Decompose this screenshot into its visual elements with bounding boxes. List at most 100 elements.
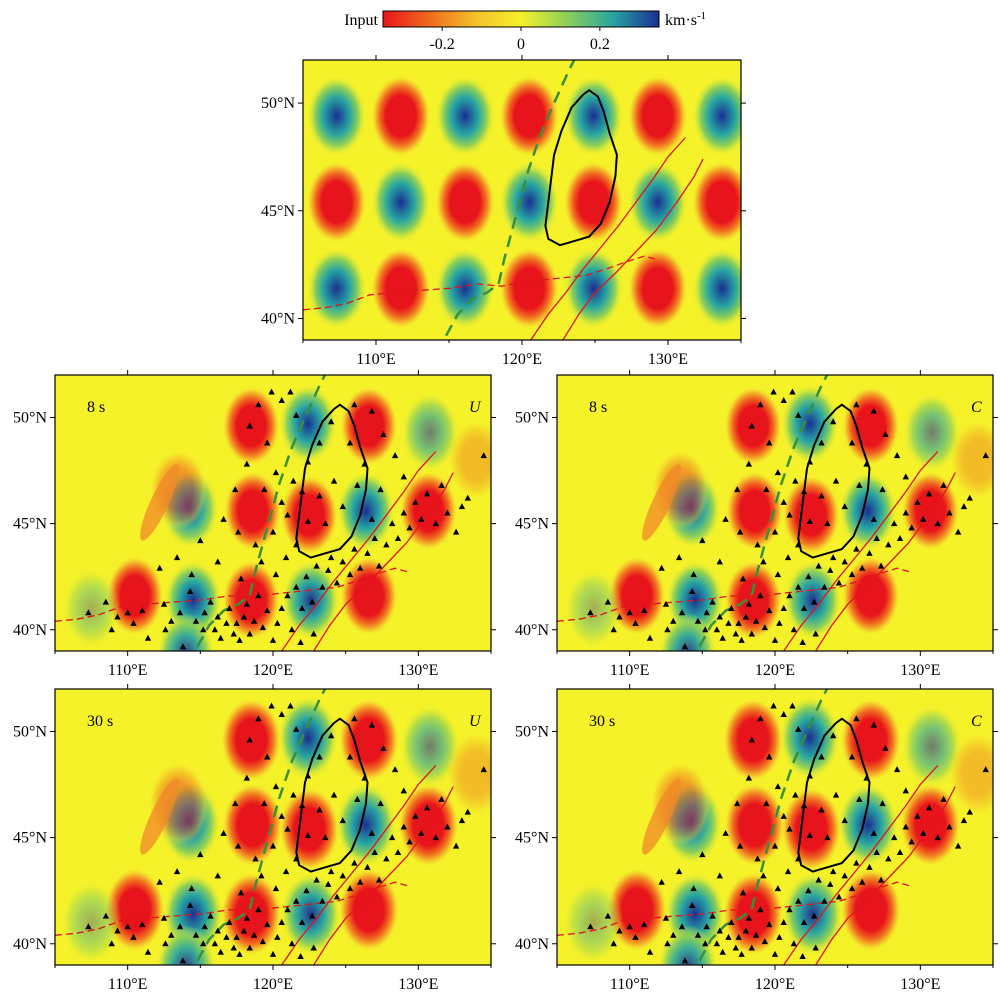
map-panel-c8: 110°E 120°E 130°E 40°N 45°N 50°N 8 s C <box>515 370 998 679</box>
station-marker <box>675 868 683 875</box>
station-marker <box>303 573 310 580</box>
station-marker <box>885 541 892 548</box>
station-marker <box>754 855 761 862</box>
anomaly-positive <box>564 568 623 649</box>
station-marker <box>278 605 285 612</box>
station-marker <box>287 702 294 709</box>
map-panel-c30: 110°E 120°E 130°E 40°N 45°N 50°N 30 s C <box>515 684 998 993</box>
station-marker <box>214 927 221 934</box>
x-tick-label: 120°E <box>502 351 542 368</box>
anomaly-negative <box>900 782 961 867</box>
station-marker <box>243 774 251 781</box>
station-marker <box>380 430 387 437</box>
station-marker <box>458 817 466 824</box>
station-marker <box>877 562 885 569</box>
station-marker <box>310 944 317 951</box>
y-tick-label: 45°N <box>13 830 47 847</box>
anomaly-negative <box>840 697 902 782</box>
station-marker <box>452 842 460 849</box>
anomaly-negative <box>220 872 282 957</box>
station-marker <box>269 950 277 957</box>
anomaly-positive <box>280 872 342 957</box>
anomaly-positive <box>658 613 717 651</box>
y-tick-label: 50°N <box>515 723 549 740</box>
station-marker <box>920 515 927 522</box>
station-marker <box>438 481 445 488</box>
station-marker <box>303 887 310 894</box>
x-tick-label: 110°E <box>356 351 396 368</box>
station-marker <box>452 528 460 535</box>
station-marker <box>725 933 732 940</box>
station-marker <box>736 842 744 849</box>
fault-line-dashed <box>557 881 912 936</box>
station-marker <box>368 407 376 414</box>
station-marker <box>786 906 793 913</box>
station-marker <box>859 878 866 885</box>
station-marker <box>681 957 689 964</box>
station-marker <box>824 520 831 527</box>
anomaly-positive <box>399 704 461 789</box>
panel-method-label: C <box>971 713 982 730</box>
anomaly-positive <box>901 704 963 789</box>
x-tick-label: 130°E <box>900 976 940 993</box>
station-marker <box>587 609 594 616</box>
station-marker <box>829 868 837 875</box>
station-marker <box>351 859 358 866</box>
station-marker <box>162 940 169 947</box>
station-marker <box>102 598 110 605</box>
station-marker <box>380 744 387 751</box>
basin-outline <box>797 717 871 873</box>
station-marker <box>288 940 296 947</box>
smearing-artifact <box>140 464 180 541</box>
station-marker <box>176 609 184 616</box>
station-marker <box>211 626 219 633</box>
station-marker <box>464 808 471 815</box>
station-marker <box>745 774 753 781</box>
station-marker <box>309 598 316 605</box>
station-marker <box>709 598 716 605</box>
station-marker <box>325 566 332 573</box>
station-marker <box>902 509 909 516</box>
station-marker <box>214 872 221 879</box>
station-marker <box>346 439 354 446</box>
station-marker <box>400 823 407 830</box>
x-tick-label: 130°E <box>900 662 940 679</box>
station-marker <box>234 842 242 849</box>
station-marker <box>760 872 767 879</box>
anomaly-negative <box>398 782 459 867</box>
station-marker <box>870 407 878 414</box>
station-marker <box>214 558 221 565</box>
map-panel-input: 110°E 120°E 130°E 40°N 45°N 50°N <box>261 55 746 368</box>
station-marker <box>438 795 445 802</box>
station-marker <box>293 897 300 904</box>
station-marker <box>934 834 941 841</box>
station-marker <box>748 944 755 951</box>
station-marker <box>192 931 200 938</box>
anomaly-negative <box>607 555 666 636</box>
station-marker <box>258 872 265 879</box>
station-marker <box>375 562 383 569</box>
station-marker <box>853 545 860 552</box>
station-marker <box>908 838 915 845</box>
anomaly-negative <box>399 470 458 551</box>
station-marker <box>805 573 812 580</box>
station-marker <box>423 804 431 811</box>
station-marker <box>114 613 121 620</box>
anomaly-negative <box>722 872 784 957</box>
map-lines <box>557 689 989 965</box>
station-marker <box>848 885 856 892</box>
station-marker <box>734 486 741 493</box>
station-marker <box>298 605 306 612</box>
station-marker <box>757 401 764 408</box>
station-marker <box>226 605 233 612</box>
fault-line-dashed <box>55 881 410 936</box>
station-marker <box>263 753 271 760</box>
station-marker <box>144 634 152 641</box>
station-marker <box>444 823 451 830</box>
station-marker <box>745 460 753 467</box>
station-marker <box>870 721 878 728</box>
station-marker <box>243 600 251 607</box>
station-marker <box>690 885 697 892</box>
station-marker <box>284 906 291 913</box>
station-marker <box>662 600 670 607</box>
